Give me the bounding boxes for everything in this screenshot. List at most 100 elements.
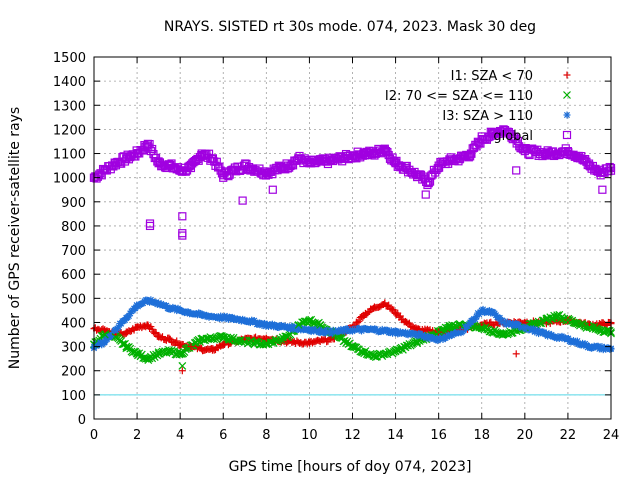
series-3-data-point <box>240 161 249 170</box>
y-tick-label: 700 <box>61 244 86 259</box>
outlier-point <box>598 185 607 194</box>
legend-entry: I2: 70 <= SZA <= 110 <box>385 89 571 104</box>
series-3-data-point <box>369 149 379 158</box>
series-3-data-point <box>359 149 368 158</box>
series-3-data-point <box>186 163 196 173</box>
series-3-point <box>511 134 520 143</box>
series-3-data-point <box>585 161 594 170</box>
series-2-data-point <box>467 318 475 326</box>
series-0-data-point <box>176 340 184 348</box>
y-tick-label: 0 <box>78 413 86 428</box>
series-1-data-point <box>391 347 400 356</box>
legend-marker <box>563 111 571 119</box>
series-2-data-point <box>478 306 486 314</box>
series-1-point <box>251 337 260 346</box>
grid <box>94 57 611 419</box>
legend-marker <box>563 71 571 79</box>
series-3-data-point <box>165 161 174 170</box>
series-2-data-point <box>327 328 335 336</box>
series-0-data-point <box>122 329 130 337</box>
series-0-point <box>152 329 160 337</box>
series-0-data-point <box>187 343 195 351</box>
series-2-data-point <box>219 314 227 322</box>
series-0-data-point <box>402 318 410 326</box>
series-1-data-point <box>133 349 142 358</box>
y-tick-label: 1200 <box>53 123 86 138</box>
series-2-data-point <box>284 323 292 331</box>
series-2-data-point <box>489 309 497 317</box>
series-3-data-point <box>413 171 422 180</box>
series-2-data-point <box>101 338 109 346</box>
series-3-data-point <box>520 147 529 156</box>
series-3-data-point <box>380 144 389 153</box>
series-0-point <box>385 301 393 309</box>
series-1-data-point <box>542 316 551 324</box>
outlier-point <box>145 221 155 231</box>
series-1-data-point <box>445 323 454 332</box>
series-0-point <box>364 309 372 317</box>
series-3-data-point <box>596 168 605 177</box>
series-2-data-point <box>241 316 249 324</box>
series-3-data-point <box>111 159 120 168</box>
y-tick-label: 900 <box>61 196 86 211</box>
series-1-data-point <box>499 330 508 339</box>
series-1-data-point <box>122 342 131 351</box>
series-0-data-point <box>262 334 270 342</box>
series-2-data-point <box>198 311 206 319</box>
outlier-point <box>268 185 277 194</box>
series-0-data-point <box>219 340 227 348</box>
series-1-data-point <box>294 320 303 329</box>
series-3-data-point <box>402 163 411 173</box>
series-1-data-point <box>197 335 206 344</box>
series-2-data-point <box>176 306 184 314</box>
series-1-data-point <box>477 323 486 332</box>
outlier-point <box>178 231 187 240</box>
series-3-data-point <box>208 154 217 163</box>
outlier-point <box>178 367 186 375</box>
legend-label: I1: SZA < 70 <box>451 69 533 84</box>
series-1-data-point <box>553 311 562 320</box>
series-2-data-point <box>456 328 464 336</box>
series-3-data-point <box>305 159 314 168</box>
series-1-data-point <box>240 337 249 346</box>
series-2-data-point <box>564 335 572 343</box>
series-3-data-point <box>100 166 109 175</box>
series-0-data-point <box>133 323 141 331</box>
series-3-data-point <box>262 168 271 177</box>
outlier-point <box>178 361 187 370</box>
series-3-data-point <box>466 149 476 158</box>
series-2-data-point <box>133 302 141 310</box>
series-2-data-point <box>521 323 529 331</box>
series-1-data-point <box>434 328 443 337</box>
series-3-data-point <box>477 134 486 144</box>
y-tick-label: 1300 <box>53 99 86 114</box>
axis-ticks: 0 2 4 6 8 10 12 14 16 18 20 22 240100200300400500600… <box>53 51 619 443</box>
legend-label: I2: 70 <= SZA <= 110 <box>385 89 533 104</box>
y-tick-label: 100 <box>61 389 86 404</box>
series-0-data-point <box>101 326 109 334</box>
series-3-data-point <box>509 132 519 141</box>
x-tick-label: 8 <box>262 428 270 443</box>
legend-entry: global <box>493 129 572 144</box>
legend: I1: SZA < 70 I2: 70 <= SZA <= 110 I3: SZA … <box>385 69 572 144</box>
series-1-data-point <box>283 333 292 341</box>
series-0-data-point <box>208 346 216 354</box>
series-1-data-point <box>176 349 185 358</box>
series-3-data-point <box>294 154 303 163</box>
y-tick-label: 1100 <box>53 148 86 163</box>
series-3-data-point <box>219 171 228 180</box>
series-1-data-point <box>348 342 357 351</box>
series-3-data-point <box>488 130 497 139</box>
series-0-point <box>396 312 404 320</box>
series-0-point <box>405 319 413 327</box>
y-tick-label: 500 <box>61 292 86 307</box>
series-1-data-point <box>143 354 152 363</box>
series-3-data-point <box>423 178 432 187</box>
series-0-data-point <box>381 299 389 307</box>
series-0-data-point <box>327 335 335 343</box>
series-2-data-point <box>542 331 550 339</box>
x-tick-label: 16 <box>430 428 447 443</box>
series-1-data-point <box>262 340 271 349</box>
series-1-data-point <box>563 316 572 324</box>
series-3-data-point <box>176 166 185 175</box>
